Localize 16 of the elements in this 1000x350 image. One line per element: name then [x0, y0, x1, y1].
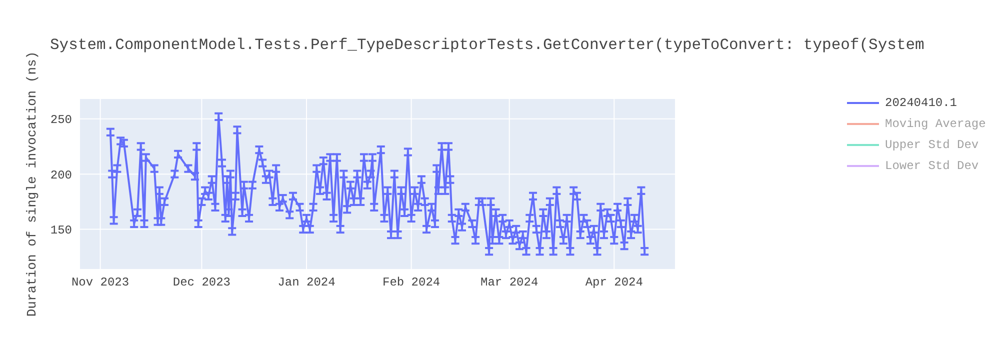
- x-tick-label: Jan 2024: [278, 276, 336, 290]
- x-tick-label: Dec 2023: [172, 276, 231, 290]
- x-tick-label: Feb 2024: [382, 276, 440, 290]
- legend-label: Lower Std Dev: [885, 158, 979, 172]
- x-tick-label: Nov 2023: [71, 276, 130, 290]
- line-series: [109, 116, 646, 252]
- y-axis-title: Duration of single invocation (ns): [24, 51, 40, 317]
- y-tick-label: 200: [50, 168, 72, 182]
- legend-label: Upper Std Dev: [885, 138, 979, 152]
- y-tick-label: 250: [50, 113, 72, 128]
- chart-title: System.ComponentModel.Tests.Perf_TypeDescriptorTests.GetConverter(typeToConvert: typeof(System: [50, 36, 924, 54]
- legend-label: Moving Average: [885, 116, 986, 130]
- y-tick-label: 150: [50, 224, 72, 238]
- legend-label: 20240410.1: [885, 96, 958, 110]
- x-tick-label: Apr 2024: [585, 276, 643, 290]
- x-tick-label: Mar 2024: [480, 276, 538, 290]
